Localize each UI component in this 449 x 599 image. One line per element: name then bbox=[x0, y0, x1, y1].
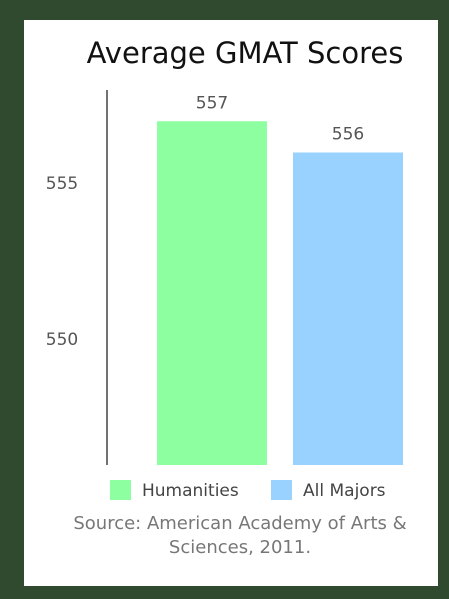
legend-label: All Majors bbox=[303, 481, 386, 501]
data-label: 556 bbox=[332, 125, 364, 145]
legend-swatch bbox=[110, 480, 131, 500]
source-note: Source: American Academy of Arts & Scien… bbox=[73, 513, 407, 558]
data-label: 557 bbox=[196, 93, 228, 113]
bar bbox=[293, 152, 403, 465]
legend-label: Humanities bbox=[142, 481, 239, 501]
y-tick-label: 550 bbox=[46, 330, 78, 350]
bar bbox=[157, 121, 267, 465]
legend-swatch bbox=[271, 480, 292, 500]
chart-title: Average GMAT Scores bbox=[87, 36, 404, 70]
y-tick-label: 555 bbox=[46, 174, 78, 194]
